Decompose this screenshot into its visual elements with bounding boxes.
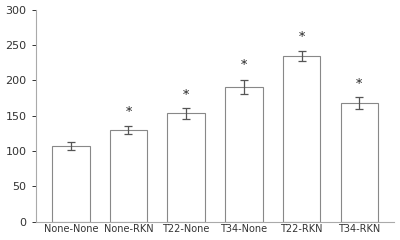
Bar xyxy=(168,114,205,222)
Text: *: * xyxy=(125,106,132,119)
Bar xyxy=(52,146,90,222)
Text: *: * xyxy=(298,31,305,44)
Text: *: * xyxy=(356,78,362,91)
Bar xyxy=(225,87,263,222)
Bar xyxy=(110,130,147,222)
Text: *: * xyxy=(241,59,247,72)
Text: *: * xyxy=(183,89,189,102)
Bar xyxy=(283,56,320,222)
Bar xyxy=(341,103,378,222)
